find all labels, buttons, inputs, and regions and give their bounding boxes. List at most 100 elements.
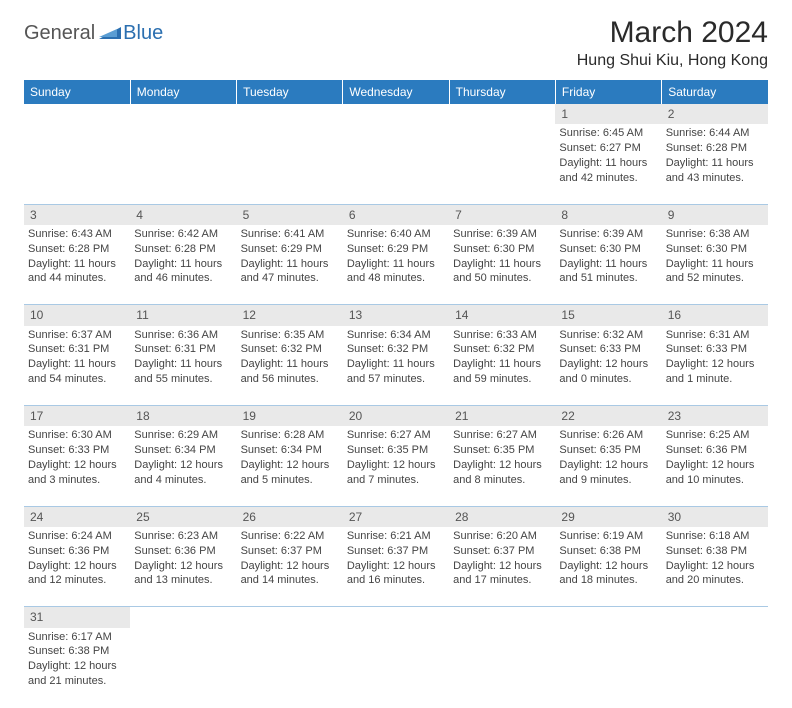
day-cell bbox=[237, 124, 343, 204]
daylight-text: Daylight: 12 hours and 13 minutes. bbox=[134, 559, 232, 589]
day-cell: Sunrise: 6:26 AMSunset: 6:35 PMDaylight:… bbox=[555, 426, 661, 506]
sunrise-text: Sunrise: 6:26 AM bbox=[559, 428, 657, 443]
day-cell: Sunrise: 6:43 AMSunset: 6:28 PMDaylight:… bbox=[24, 225, 130, 305]
sunrise-text: Sunrise: 6:38 AM bbox=[666, 227, 764, 242]
sunrise-text: Sunrise: 6:27 AM bbox=[453, 428, 551, 443]
sunset-text: Sunset: 6:28 PM bbox=[28, 242, 126, 257]
day-number-cell bbox=[130, 607, 236, 628]
day-number-cell: 3 bbox=[24, 204, 130, 225]
day-number-cell: 17 bbox=[24, 406, 130, 427]
day-cell bbox=[237, 628, 343, 708]
day-number-cell: 11 bbox=[130, 305, 236, 326]
day-cell: Sunrise: 6:28 AMSunset: 6:34 PMDaylight:… bbox=[237, 426, 343, 506]
day-cell: Sunrise: 6:35 AMSunset: 6:32 PMDaylight:… bbox=[237, 326, 343, 406]
day-cell bbox=[343, 124, 449, 204]
day-number-cell bbox=[237, 104, 343, 124]
day-content-row: Sunrise: 6:30 AMSunset: 6:33 PM Daylight:… bbox=[24, 426, 768, 506]
day-number-cell: 24 bbox=[24, 506, 130, 527]
sunset-text: Sunset: 6:35 PM bbox=[347, 443, 445, 458]
day-cell bbox=[662, 628, 768, 708]
day-number-cell bbox=[555, 607, 661, 628]
day-number-cell: 20 bbox=[343, 406, 449, 427]
day-cell: Sunrise: 6:34 AMSunset: 6:32 PMDaylight:… bbox=[343, 326, 449, 406]
day-number-cell: 14 bbox=[449, 305, 555, 326]
day-cell: Sunrise: 6:31 AMSunset: 6:33 PMDaylight:… bbox=[662, 326, 768, 406]
sunset-text: Sunset: 6:38 PM bbox=[559, 544, 657, 559]
sunrise-text: Sunrise: 6:25 AM bbox=[666, 428, 764, 443]
day-number-cell: 1 bbox=[555, 104, 661, 124]
day-cell: Sunrise: 6:19 AMSunset: 6:38 PMDaylight:… bbox=[555, 527, 661, 607]
sunrise-text: Sunrise: 6:37 AM bbox=[28, 328, 126, 343]
day-cell: Sunrise: 6:38 AMSunset: 6:30 PMDaylight:… bbox=[662, 225, 768, 305]
day-cell: Sunrise: 6:42 AMSunset: 6:28 PMDaylight:… bbox=[130, 225, 236, 305]
weekday-header: Sunday bbox=[24, 80, 130, 104]
day-cell: Sunrise: 6:37 AMSunset: 6:31 PMDaylight:… bbox=[24, 326, 130, 406]
sunrise-text: Sunrise: 6:28 AM bbox=[241, 428, 339, 443]
sunset-text: Sunset: 6:34 PM bbox=[241, 443, 339, 458]
day-number-cell: 30 bbox=[662, 506, 768, 527]
sunrise-text: Sunrise: 6:35 AM bbox=[241, 328, 339, 343]
day-cell: Sunrise: 6:30 AMSunset: 6:33 PMDaylight:… bbox=[24, 426, 130, 506]
day-number-cell: 5 bbox=[237, 204, 343, 225]
weekday-header: Monday bbox=[130, 80, 236, 104]
day-number-row: 10111213141516 bbox=[24, 305, 768, 326]
daylight-text: Daylight: 11 hours and 54 minutes. bbox=[28, 357, 126, 387]
day-number-cell bbox=[237, 607, 343, 628]
logo: General Blue bbox=[24, 22, 163, 45]
sunrise-text: Sunrise: 6:27 AM bbox=[347, 428, 445, 443]
sunset-text: Sunset: 6:37 PM bbox=[241, 544, 339, 559]
day-number-cell bbox=[130, 104, 236, 124]
daylight-text: Daylight: 12 hours and 0 minutes. bbox=[559, 357, 657, 387]
sunrise-text: Sunrise: 6:19 AM bbox=[559, 529, 657, 544]
sunset-text: Sunset: 6:36 PM bbox=[28, 544, 126, 559]
sunrise-text: Sunrise: 6:36 AM bbox=[134, 328, 232, 343]
sunset-text: Sunset: 6:33 PM bbox=[28, 443, 126, 458]
day-cell: Sunrise: 6:22 AMSunset: 6:37 PMDaylight:… bbox=[237, 527, 343, 607]
daylight-text: Daylight: 11 hours and 48 minutes. bbox=[347, 257, 445, 287]
day-cell: Sunrise: 6:23 AMSunset: 6:36 PMDaylight:… bbox=[130, 527, 236, 607]
logo-text-blue: Blue bbox=[123, 22, 163, 45]
month-title: March 2024 bbox=[577, 16, 768, 50]
sunrise-text: Sunrise: 6:34 AM bbox=[347, 328, 445, 343]
day-number-cell bbox=[662, 607, 768, 628]
weekday-header: Tuesday bbox=[237, 80, 343, 104]
sunrise-text: Sunrise: 6:44 AM bbox=[666, 126, 764, 141]
day-cell: Sunrise: 6:36 AMSunset: 6:31 PMDaylight:… bbox=[130, 326, 236, 406]
daylight-text: Daylight: 12 hours and 5 minutes. bbox=[241, 458, 339, 488]
daylight-text: Daylight: 12 hours and 20 minutes. bbox=[666, 559, 764, 589]
daylight-text: Daylight: 11 hours and 52 minutes. bbox=[666, 257, 764, 287]
sunrise-text: Sunrise: 6:39 AM bbox=[559, 227, 657, 242]
day-cell: Sunrise: 6:21 AMSunset: 6:37 PMDaylight:… bbox=[343, 527, 449, 607]
daylight-text: Daylight: 11 hours and 43 minutes. bbox=[666, 156, 764, 186]
daylight-text: Daylight: 11 hours and 56 minutes. bbox=[241, 357, 339, 387]
sunset-text: Sunset: 6:33 PM bbox=[666, 342, 764, 357]
sunrise-text: Sunrise: 6:30 AM bbox=[28, 428, 126, 443]
day-number-cell: 19 bbox=[237, 406, 343, 427]
daylight-text: Daylight: 11 hours and 55 minutes. bbox=[134, 357, 232, 387]
day-cell bbox=[343, 628, 449, 708]
weekday-header: Thursday bbox=[449, 80, 555, 104]
day-cell: Sunrise: 6:18 AMSunset: 6:38 PMDaylight:… bbox=[662, 527, 768, 607]
daylight-text: Daylight: 12 hours and 21 minutes. bbox=[28, 659, 126, 689]
sunset-text: Sunset: 6:29 PM bbox=[347, 242, 445, 257]
sunrise-text: Sunrise: 6:29 AM bbox=[134, 428, 232, 443]
header: General Blue March 2024 Hung Shui Kiu, H… bbox=[24, 16, 768, 70]
sunrise-text: Sunrise: 6:40 AM bbox=[347, 227, 445, 242]
day-content-row: Sunrise: 6:45 AMSunset: 6:27 PMDaylight:… bbox=[24, 124, 768, 204]
day-number-row: 31 bbox=[24, 607, 768, 628]
sunrise-text: Sunrise: 6:33 AM bbox=[453, 328, 551, 343]
daylight-text: Daylight: 12 hours and 4 minutes. bbox=[134, 458, 232, 488]
day-number-row: 12 bbox=[24, 104, 768, 124]
day-number-cell bbox=[449, 104, 555, 124]
sunrise-text: Sunrise: 6:18 AM bbox=[666, 529, 764, 544]
day-cell: Sunrise: 6:39 AMSunset: 6:30 PMDaylight:… bbox=[555, 225, 661, 305]
daylight-text: Daylight: 12 hours and 17 minutes. bbox=[453, 559, 551, 589]
sunrise-text: Sunrise: 6:24 AM bbox=[28, 529, 126, 544]
sunset-text: Sunset: 6:30 PM bbox=[666, 242, 764, 257]
day-cell: Sunrise: 6:27 AMSunset: 6:35 PMDaylight:… bbox=[343, 426, 449, 506]
day-number-cell: 29 bbox=[555, 506, 661, 527]
weekday-header: Saturday bbox=[662, 80, 768, 104]
day-content-row: Sunrise: 6:43 AMSunset: 6:28 PMDaylight:… bbox=[24, 225, 768, 305]
day-cell: Sunrise: 6:17 AMSunset: 6:38 PMDaylight:… bbox=[24, 628, 130, 708]
day-number-cell: 21 bbox=[449, 406, 555, 427]
